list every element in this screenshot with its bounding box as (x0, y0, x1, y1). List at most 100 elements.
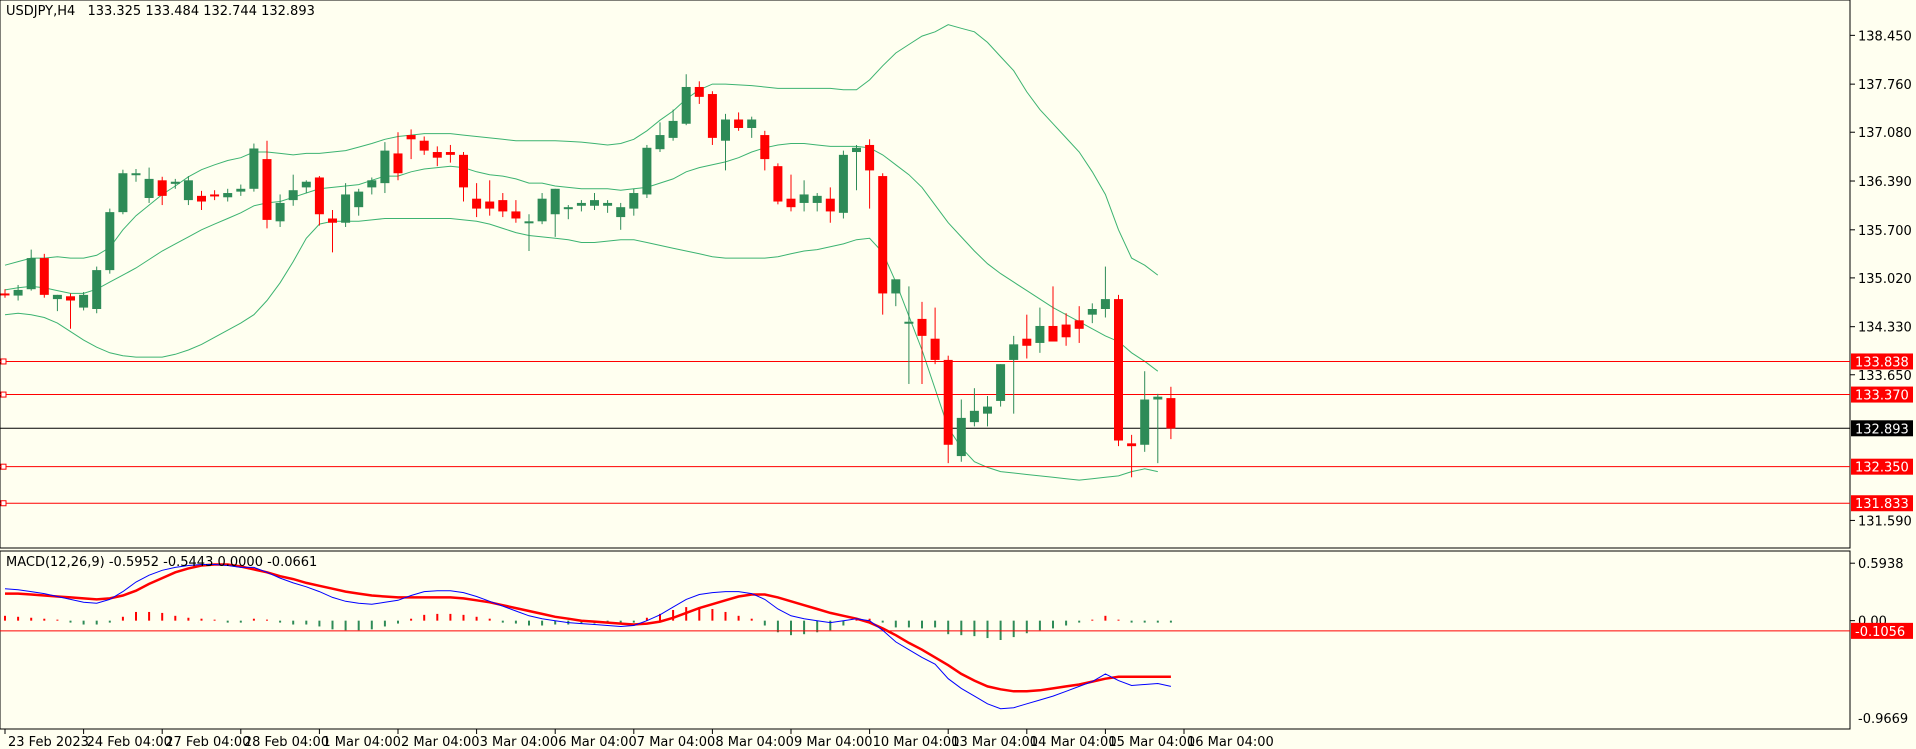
price-tick-label: 134.330 (1858, 321, 1912, 336)
candle (694, 81, 704, 104)
candle (1048, 286, 1058, 342)
candle (511, 200, 521, 223)
candle-body (590, 200, 599, 206)
level-price-label: 133.838 (1855, 355, 1909, 370)
candle (249, 143, 259, 192)
candle (747, 116, 757, 138)
candle-body (629, 193, 639, 209)
candle (983, 395, 992, 427)
macd-tick-label: -0.9669 (1858, 712, 1908, 727)
candle (328, 210, 337, 253)
candle-body (328, 218, 337, 223)
candle-body (904, 321, 914, 324)
price-tick-label: 131.590 (1858, 514, 1912, 529)
level-price-tag (1851, 386, 1913, 403)
candle-body (996, 364, 1006, 401)
candle (773, 163, 783, 205)
candle-body (419, 140, 429, 151)
candle (301, 180, 311, 194)
candle-body (878, 176, 888, 294)
macd-level-label: -0.1056 (1855, 625, 1905, 640)
candle-body (721, 119, 730, 141)
candle (956, 399, 966, 462)
candle-body (786, 198, 796, 208)
price-tick-label: 137.080 (1858, 126, 1912, 141)
candle (563, 205, 573, 220)
candle-body (1140, 399, 1150, 445)
time-tick-label: 3 Mar 04:00 (480, 735, 559, 749)
candle-body (0, 293, 10, 296)
candle (734, 112, 744, 131)
candle-body (105, 212, 115, 271)
candle (1087, 303, 1097, 324)
candle-body (747, 119, 757, 128)
candle (79, 292, 89, 311)
macd-main-line (4, 564, 1172, 710)
candle-body (1074, 320, 1084, 329)
candle (13, 284, 23, 301)
candle (472, 183, 482, 218)
candle-body (223, 193, 233, 198)
candle (445, 144, 455, 163)
candle (930, 307, 940, 365)
candle (996, 364, 1006, 407)
time-tick-label: 28 Feb 04:00 (244, 735, 329, 749)
candle-body (354, 191, 364, 208)
ohlc-values: 133.325 133.484 132.744 132.893 (87, 4, 314, 19)
time-tick-label: 27 Feb 04:00 (165, 735, 250, 749)
candle (681, 74, 691, 126)
macd-level-tag (1851, 622, 1913, 639)
candle-body (341, 194, 351, 223)
candle (66, 293, 75, 329)
candle (144, 167, 154, 203)
candle-body (432, 152, 442, 158)
candle (157, 176, 167, 206)
candle-body (459, 154, 468, 188)
level-anchor (0, 358, 7, 365)
candle-body (1035, 325, 1045, 343)
candle (498, 193, 508, 218)
candle (39, 253, 49, 298)
candle-body (1048, 325, 1058, 342)
candle-body (694, 86, 704, 97)
candle-body (393, 153, 403, 174)
candle-body (668, 120, 678, 138)
candle-body (275, 202, 285, 222)
candle-body (550, 188, 560, 215)
current-price-label: 132.893 (1855, 422, 1909, 437)
time-tick-label: 14 Mar 04:00 (1030, 735, 1117, 749)
candle (118, 169, 128, 215)
candle (1127, 434, 1137, 478)
candle (131, 168, 141, 182)
candle-body (838, 154, 848, 213)
candle (314, 176, 324, 226)
candle (341, 183, 351, 227)
candle-body (969, 410, 979, 423)
price-tick-label: 136.390 (1858, 175, 1912, 190)
candle-body (197, 195, 206, 202)
candle-body (1114, 299, 1123, 441)
price-tick-label: 135.700 (1858, 224, 1912, 239)
candle (825, 187, 835, 223)
candle (904, 286, 914, 384)
candle (537, 193, 547, 225)
level-price-label: 131.833 (1855, 497, 1909, 512)
price-tick-label: 137.760 (1858, 78, 1912, 93)
candle-body (39, 258, 49, 295)
candle-body (1127, 443, 1137, 447)
time-tick-label: 13 Mar 04:00 (951, 735, 1038, 749)
candle (275, 194, 285, 227)
candle-body (367, 180, 377, 188)
candle (642, 144, 652, 198)
candle-body (642, 147, 652, 195)
macd-pane-frame (0, 550, 1851, 730)
candle-body (825, 198, 835, 212)
candle-body (1087, 309, 1097, 315)
price-tick-label: 133.650 (1858, 369, 1912, 384)
candle-body (956, 417, 966, 457)
price-tick-label: 138.450 (1858, 29, 1912, 44)
candles (0, 74, 1176, 478)
candle (1009, 335, 1019, 414)
